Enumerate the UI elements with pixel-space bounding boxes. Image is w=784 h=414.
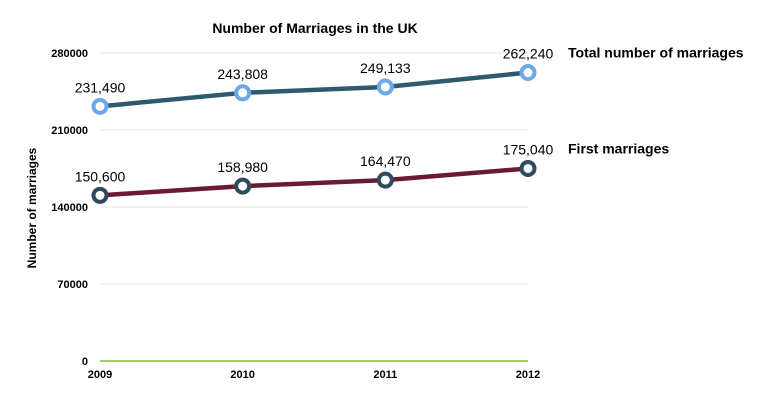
- data-point: [519, 64, 537, 82]
- x-tick-label: 2010: [230, 369, 254, 381]
- series-line: [99, 166, 529, 198]
- y-tick-label: 140000: [51, 202, 88, 214]
- data-point: [234, 84, 252, 102]
- series-name-label: Total number of marriages: [568, 45, 744, 61]
- data-label: 175,040: [503, 141, 554, 157]
- x-tick-label: 2012: [516, 369, 540, 381]
- data-point: [376, 78, 394, 96]
- series-name-label: First marriages: [568, 140, 669, 156]
- y-tick-label: 70000: [57, 279, 88, 291]
- x-tick-label: 2009: [88, 369, 112, 381]
- series: 231,490 243,808 249,133 262,240 Total number…: [75, 45, 744, 204]
- data-point: [91, 97, 109, 115]
- data-point: [91, 186, 109, 204]
- data-label: 231,490: [75, 79, 126, 95]
- x-tick-label: 2011: [373, 369, 397, 381]
- y-axis-label: Number of marriages: [25, 147, 39, 268]
- gridlines: [100, 52, 528, 362]
- data-label: 243,808: [217, 66, 268, 82]
- data-point: [519, 159, 537, 177]
- y-tick-labels: 0 70000 140000 210000 280000: [51, 48, 88, 368]
- y-tick-label: 0: [82, 356, 88, 368]
- series-1: 150,600 158,980 164,470 175,040 First marria…: [75, 140, 669, 204]
- y-tick-label: 280000: [51, 48, 88, 60]
- data-point: [234, 177, 252, 195]
- series-line: [99, 70, 529, 109]
- data-label: 158,980: [217, 159, 268, 175]
- x-tick-labels: 2009 2010 2011 2012: [88, 369, 540, 381]
- chart-title: Number of Marriages in the UK: [212, 20, 417, 36]
- series-0: 231,490 243,808 249,133 262,240 Total number…: [75, 45, 744, 115]
- data-label: 150,600: [75, 168, 126, 184]
- data-label: 249,133: [360, 60, 411, 76]
- data-point: [376, 171, 394, 189]
- data-label: 262,240: [503, 46, 554, 62]
- y-tick-label: 210000: [51, 125, 88, 137]
- data-label: 164,470: [360, 153, 411, 169]
